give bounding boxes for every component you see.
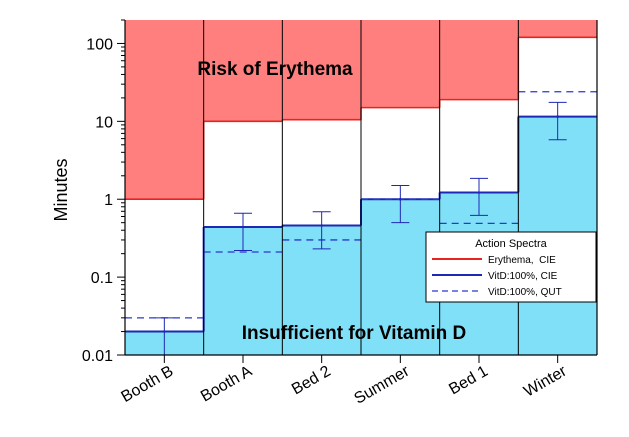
legend-title: Action Spectra — [475, 238, 547, 250]
y-tick-label-3: 10 — [95, 114, 113, 131]
y-tick-label-2: 1 — [104, 192, 113, 209]
error-center-2 — [320, 224, 323, 227]
y-tick-label-4: 100 — [86, 36, 113, 53]
legend-label-vitd-qut: VitD:100%, QUT — [488, 287, 562, 298]
annotation-risk-erythema: Risk of Erythema — [197, 59, 353, 80]
erythema-fill-3 — [361, 20, 440, 108]
error-center-3 — [399, 197, 402, 201]
error-center-5 — [556, 115, 559, 118]
error-center-1 — [241, 225, 245, 229]
error-center-0 — [163, 330, 166, 333]
x-tick-label-4: Bed 1 — [446, 363, 491, 399]
erythema-fill-1 — [203, 20, 283, 122]
error-center-4 — [477, 191, 481, 194]
erythema-fill-2 — [282, 20, 361, 120]
erythema-fill-4 — [439, 20, 519, 100]
x-tick-label-0: Booth B — [119, 363, 177, 406]
legend-box — [425, 231, 597, 303]
annotation-vitamin-d: Insufficient for Vitamin D — [242, 323, 467, 344]
erythema-fill-5 — [518, 20, 597, 38]
x-tick-label-1: Booth A — [198, 363, 255, 406]
y-tick-label-1: 0.1 — [91, 270, 113, 287]
erythema-fill-0 — [125, 20, 204, 200]
x-tick-label-5: Winter — [521, 362, 570, 400]
legend-label-vitd-cie: VitD:100%, CIE — [488, 271, 558, 282]
legend-label-erythema: Erythema, CIE — [488, 255, 556, 266]
erythema-fill-layer — [125, 20, 597, 200]
y-tick-label-0: 0.01 — [82, 348, 113, 365]
y-axis-label: Minutes — [51, 158, 71, 221]
x-tick-label-2: Bed 2 — [289, 363, 334, 399]
legend: Action Spectra Erythema, CIE VitD:100%, … — [425, 231, 597, 303]
x-tick-label-3: Summer — [351, 362, 412, 407]
